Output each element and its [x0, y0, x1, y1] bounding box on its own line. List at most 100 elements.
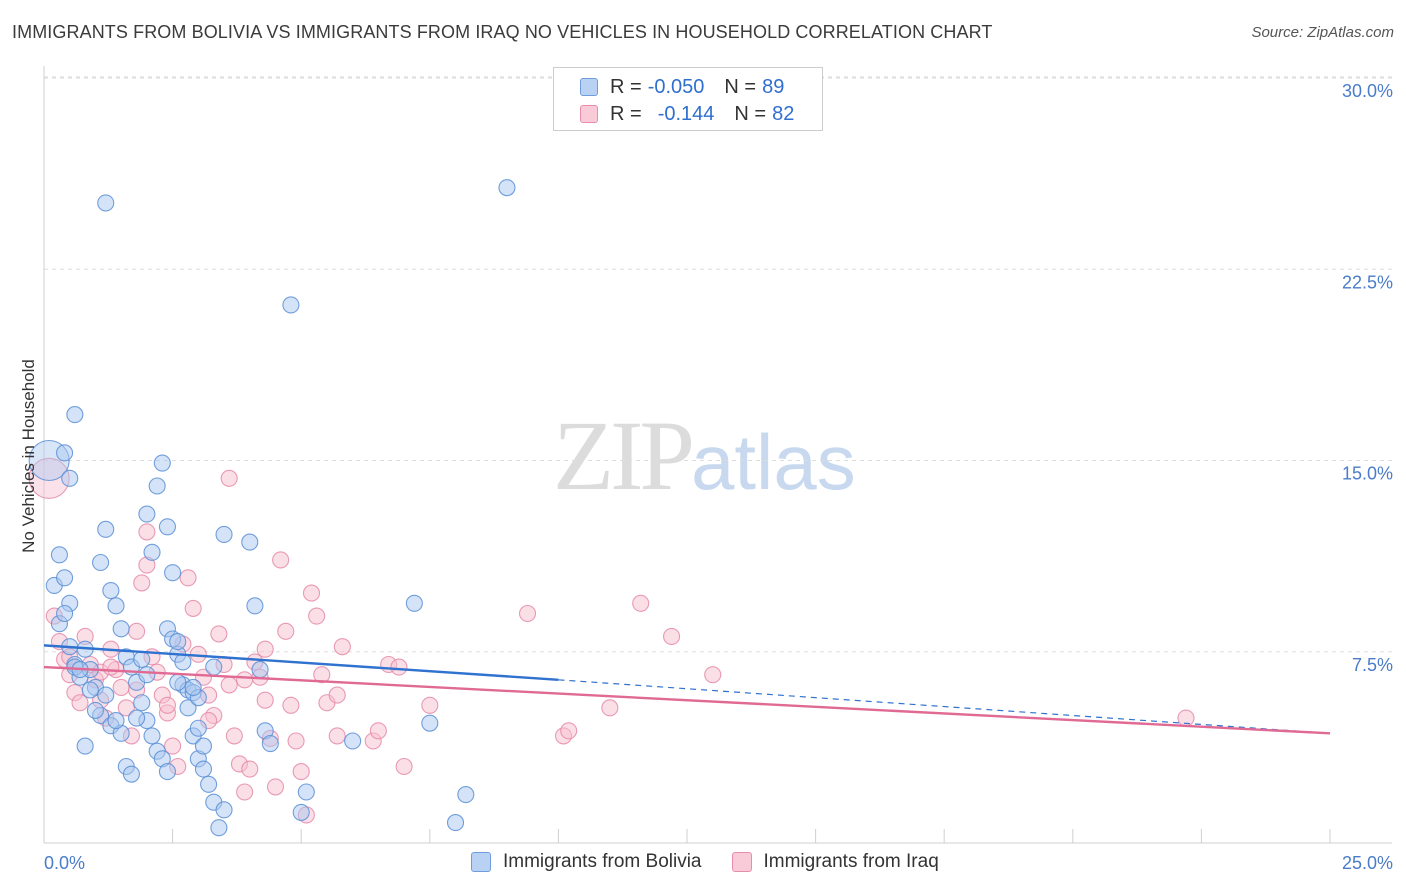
bolivia-point: [421, 714, 439, 732]
legend-r-label: R =: [610, 102, 642, 125]
iraq-point: [292, 763, 310, 781]
iraq-point: [256, 640, 274, 658]
bolivia-point: [457, 785, 475, 804]
bolivia-point: [498, 179, 516, 197]
bolivia-point: [210, 819, 228, 837]
bolivia-point: [158, 518, 177, 536]
iraq-point: [256, 691, 274, 709]
iraq-point: [184, 599, 202, 617]
bolivia-point: [76, 737, 94, 755]
bolivia-point: [194, 737, 213, 755]
bolivia-point: [164, 564, 182, 582]
iraq-point: [158, 696, 177, 714]
iraq-point: [220, 469, 238, 487]
iraq-point: [102, 658, 120, 676]
iraq-point: [128, 622, 146, 640]
bolivia-point: [61, 469, 79, 487]
bolivia-point: [148, 477, 166, 495]
bolivia-point: [179, 699, 197, 717]
bolivia-point: [344, 732, 362, 750]
iraq-point: [369, 722, 387, 740]
legend-n-value: 89: [762, 75, 785, 98]
y-axis-title: No Vehicles in Household: [19, 359, 38, 553]
iraq-point: [164, 737, 182, 755]
iraq-point: [71, 694, 89, 712]
iraq-point: [663, 627, 681, 646]
bolivia-point: [174, 653, 192, 671]
bolivia-point: [133, 650, 151, 668]
bolivia-point: [261, 734, 279, 753]
bolivia-point: [92, 553, 110, 572]
bolivia-point: [405, 594, 423, 612]
iraq-point: [313, 666, 331, 684]
iraq-point: [272, 551, 290, 569]
tick-labels: 7.5% 15.0% 22.5% 30.0% 0.0% 25.0%: [44, 81, 1393, 873]
bolivia-point: [97, 194, 115, 212]
iraq-point: [601, 699, 619, 717]
series-label-bolivia: Immigrants from Bolivia: [503, 851, 702, 872]
y-tick-label: 30.0%: [1342, 81, 1393, 101]
legend-n-label: N =: [734, 102, 767, 125]
iraq-point: [236, 671, 254, 689]
iraq-point: [236, 783, 254, 801]
bolivia-point: [194, 760, 213, 778]
y-tick-label: 22.5%: [1342, 272, 1393, 292]
iraq-point: [266, 778, 285, 796]
legend-row-iraq: R = -0.144 N = 82: [580, 102, 794, 126]
legend-row-bolivia: R = -0.050 N = 89: [580, 75, 784, 99]
bolivia-point: [138, 666, 156, 684]
bolivia-point: [153, 454, 171, 472]
bolivia-point: [297, 783, 315, 801]
bolivia-point: [56, 604, 74, 623]
bolivia-point: [446, 814, 465, 832]
bolivia-point: [158, 763, 177, 781]
bolivia-point: [215, 801, 233, 819]
iraq-point: [328, 686, 346, 704]
bolivia-point: [107, 712, 125, 730]
axes: [43, 66, 1392, 844]
bolivia-point: [292, 803, 310, 821]
iraq-point: [328, 727, 346, 745]
iraq-point: [390, 658, 408, 676]
bolivia-point: [97, 520, 115, 538]
bolivia-point: [138, 505, 156, 523]
bolivia-points: [28, 179, 516, 837]
iraq-point: [282, 696, 300, 714]
bolivia-point: [81, 681, 99, 699]
bolivia-point: [169, 673, 187, 691]
iraq-point: [241, 760, 259, 778]
bolivia-point: [66, 406, 84, 424]
iraq-point: [421, 696, 439, 714]
bolivia-point: [56, 569, 74, 587]
grid-lines: [44, 76, 1392, 653]
legend-swatch-iraq: [580, 105, 598, 123]
legend-r-value: -0.050: [647, 75, 705, 98]
iraq-point: [210, 625, 228, 643]
bolivia-point: [205, 658, 223, 676]
bolivia-point: [128, 709, 146, 727]
trend-lines: [43, 644, 1331, 735]
bolivia-point: [50, 546, 68, 564]
x-tick-label: 25.0%: [1342, 853, 1393, 873]
y-tick-label: 15.0%: [1342, 464, 1393, 484]
legend-n-value: 82: [772, 102, 795, 125]
bolivia-point: [282, 296, 300, 314]
iraq-point: [112, 678, 130, 697]
watermark-zip: ZIP: [553, 400, 695, 511]
bolivia-point: [200, 775, 218, 793]
series-legend-iraq[interactable]: Immigrants from Iraq: [731, 851, 939, 873]
bolivia-point: [86, 701, 104, 719]
bolivia-point: [143, 543, 161, 561]
iraq-point: [225, 727, 243, 745]
bolivia-point: [56, 444, 74, 462]
iraq-point: [194, 668, 213, 686]
x-tick-label: 0.0%: [44, 853, 85, 873]
series-legend-bolivia[interactable]: Immigrants from Bolivia: [471, 851, 702, 873]
bolivia-point: [215, 525, 233, 544]
bolivia-point: [122, 765, 140, 783]
bolivia-point: [107, 597, 125, 615]
zipatlas-watermark: ZIPatlas: [553, 398, 856, 513]
iraq-point: [395, 757, 413, 776]
bolivia-point: [246, 597, 264, 615]
